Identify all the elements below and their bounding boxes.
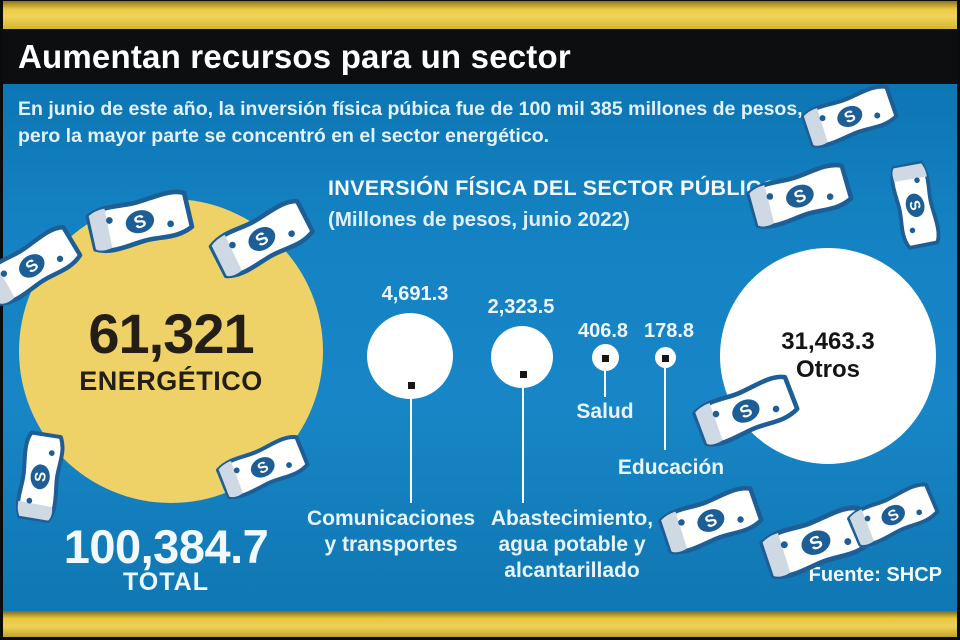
label-comunicaciones-line1: Comunicaciones [306,507,476,530]
label-educacion: Educación [617,456,725,479]
total-label: TOTAL [122,568,209,596]
label-abastecimiento-line3: alcantarillado [504,559,640,582]
intro-line-2: pero la mayor parte se concentró en el s… [18,125,550,147]
top-yellow-band [3,1,957,29]
page-title: Aumentan recursos para un sector [18,37,571,75]
value-comunicaciones: 4,691.3 [381,283,449,305]
value-educacion: 178.8 [643,320,695,342]
leader-line-comunicaciones [410,391,412,503]
label-abastecimiento-line2: agua potable y [498,533,646,556]
value-abastecimiento: 2,323.5 [487,296,555,318]
anchor-dot-salud [602,355,609,362]
label-abastecimiento-line1: Abastecimiento, [490,507,654,530]
total-value: 100,384.7 [63,520,269,573]
header-bar: Aumentan recursos para un sector [3,29,957,84]
label-salud: Salud [576,400,634,423]
anchor-dot-comunicaciones [408,382,415,389]
label-abastecimiento: Abastecimiento, agua potable y alcantari… [462,506,682,584]
label-comunicaciones-line2: y transportes [324,533,458,556]
label-comunicaciones: Comunicaciones y transportes [281,506,501,558]
chart-title: INVERSIÓN FÍSICA DEL SECTOR PÚBLICO [328,176,779,200]
leader-line-salud [604,364,606,397]
source-credit: Fuente: SHCP [808,564,942,586]
leader-line-abastecimiento [522,380,524,503]
intro-line-1: En junio de este año, la inversión físic… [18,98,803,120]
value-salud: 406.8 [577,320,629,342]
anchor-dot-educacion [662,355,669,362]
anchor-dot-abastecimiento [520,371,527,378]
bubble-energetico-value: 61,321 [88,301,254,365]
bubble-otros-value: 31,463.3 [781,328,875,355]
leader-line-educacion [664,364,666,450]
bubble-otros-label: Otros [795,356,860,383]
chart-subtitle: (Millones de pesos, junio 2022) [328,208,630,231]
intro-text: En junio de este año, la inversión físic… [18,96,803,150]
bubble-energetico-label: ENERGÉTICO [79,365,263,396]
bottom-yellow-band [3,611,957,637]
